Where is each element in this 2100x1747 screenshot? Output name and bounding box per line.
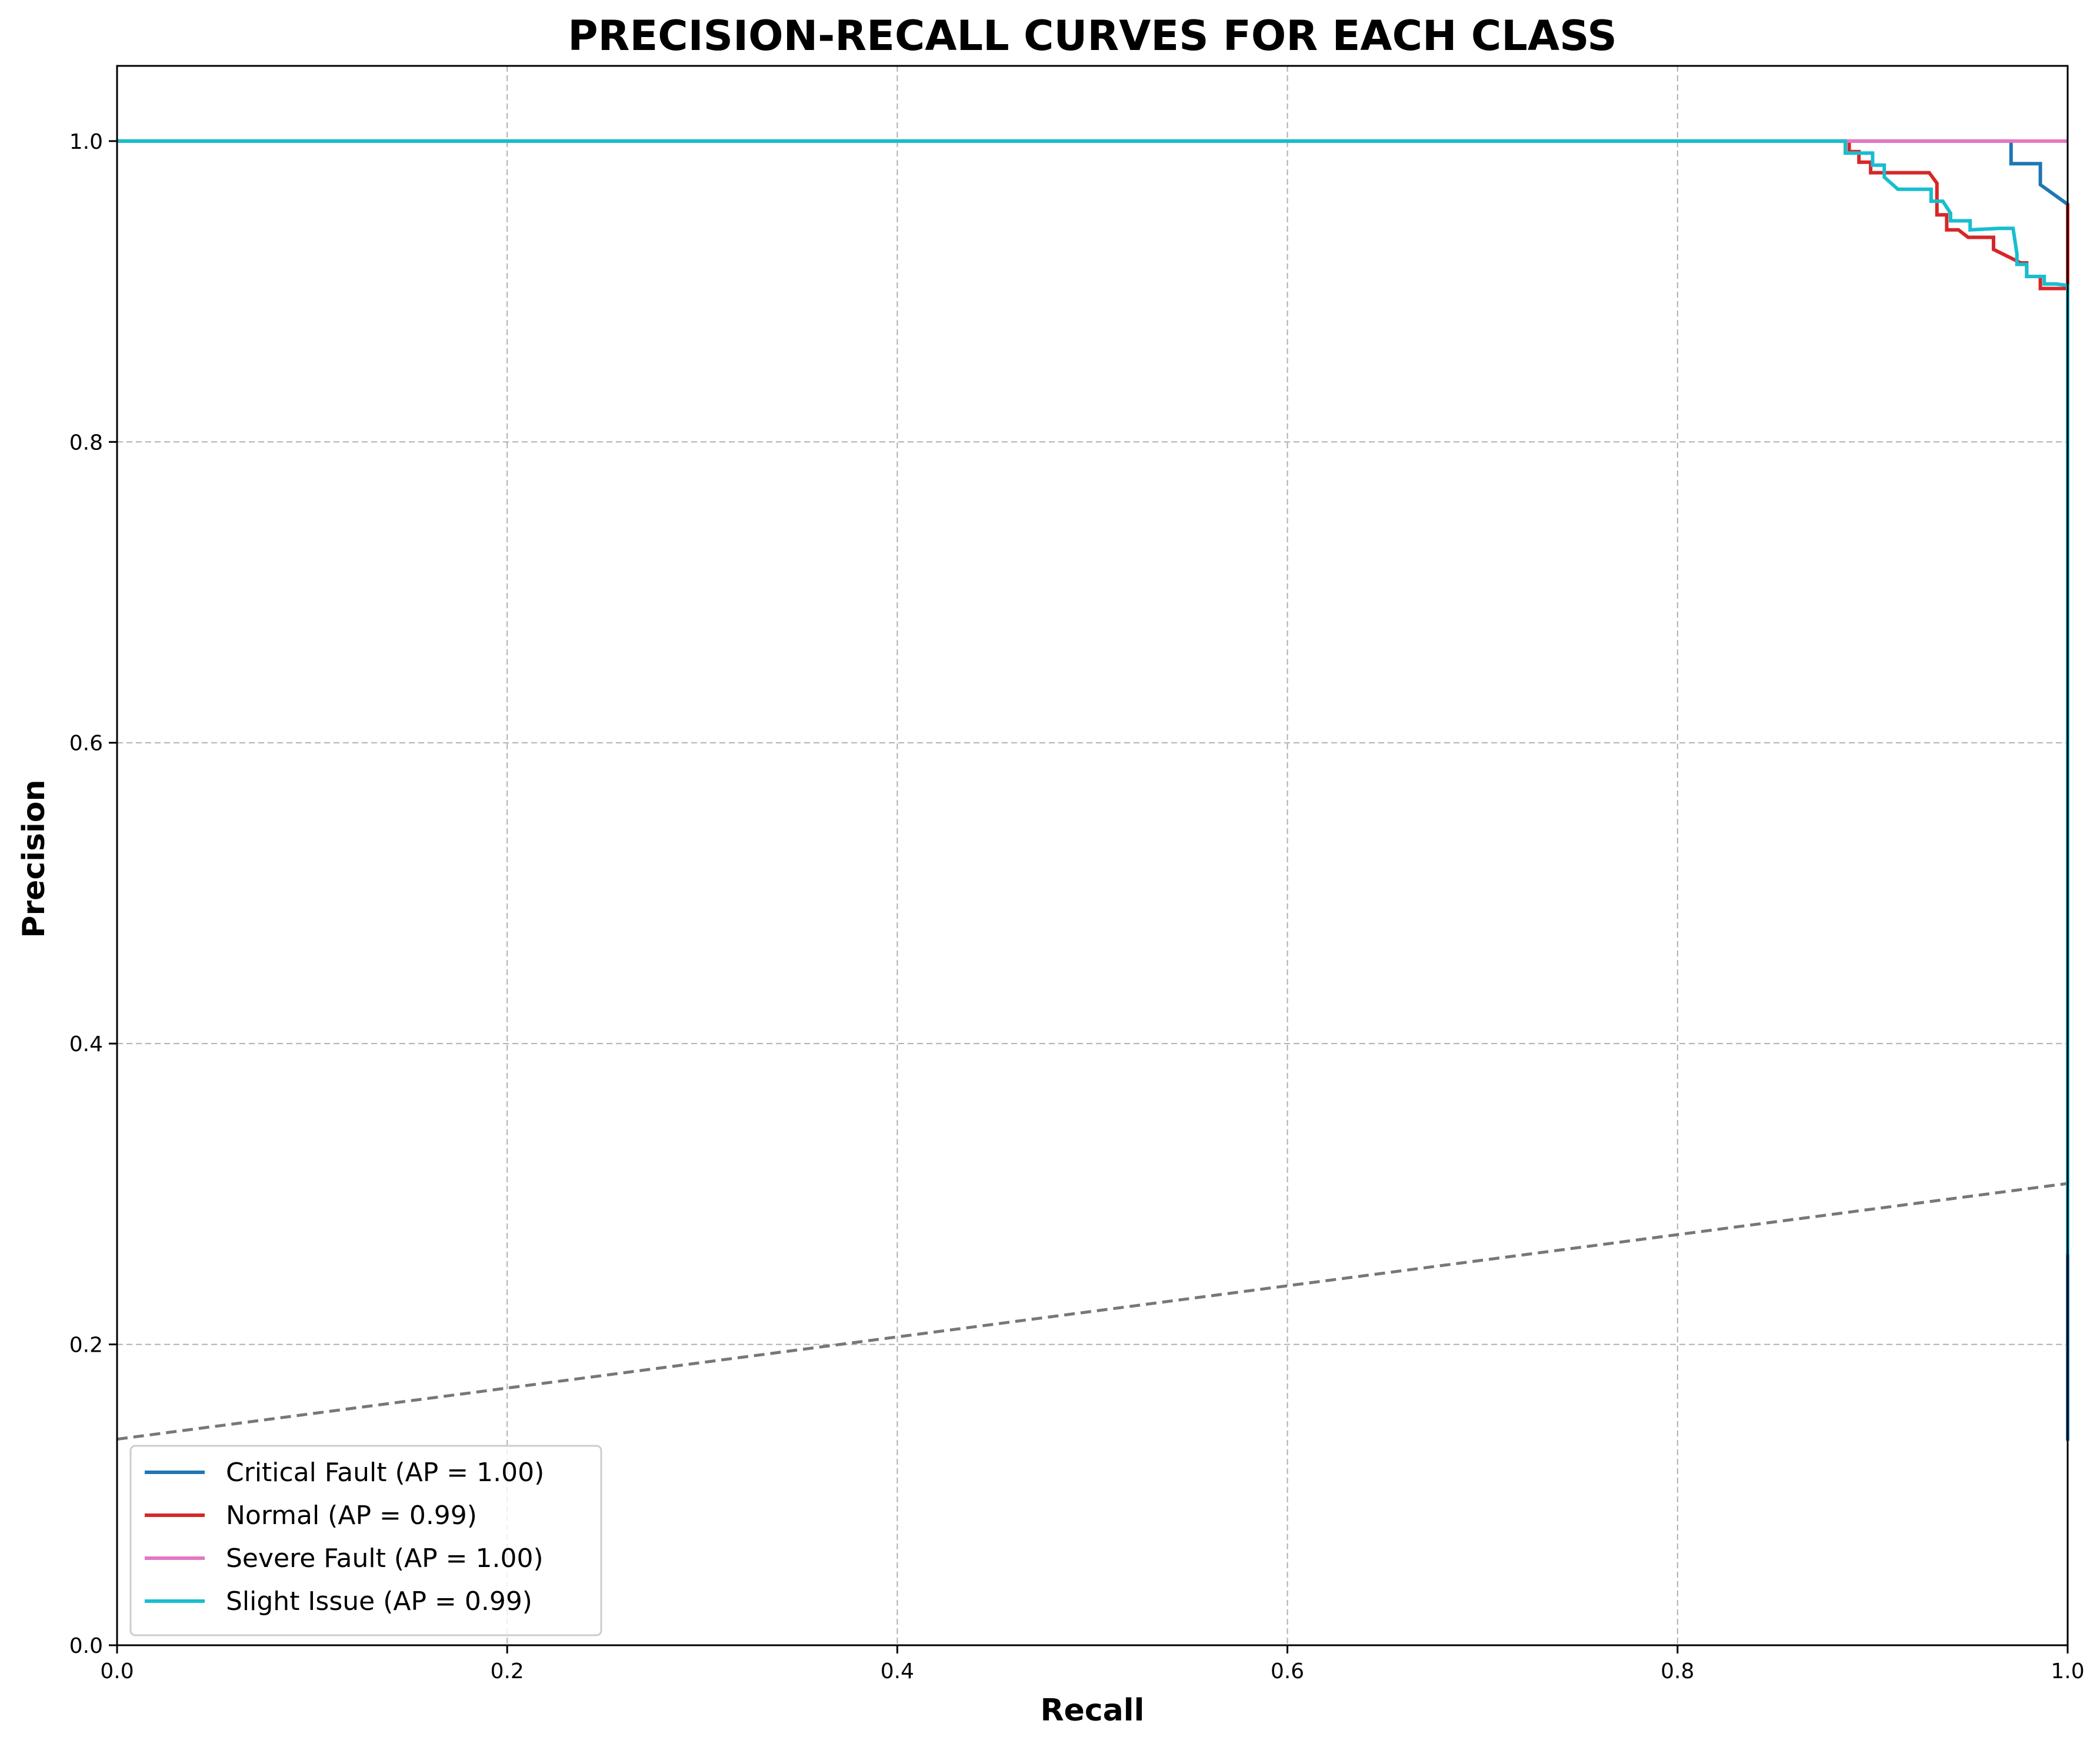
legend: Critical Fault (AP = 1.00) Normal (AP = 0… xyxy=(129,1445,602,1636)
y-axis-label: Precision xyxy=(16,779,52,938)
baseline-line xyxy=(116,1182,2068,1441)
y-tick-label: 1.0 xyxy=(69,130,103,154)
plot-frame xyxy=(116,65,2069,1646)
y-tick-label: 0.6 xyxy=(69,732,103,756)
legend-label: Critical Fault (AP = 1.00) xyxy=(226,1458,544,1488)
x-axis-label: Recall xyxy=(1041,1693,1145,1728)
y-tick-label: 0.4 xyxy=(69,1032,103,1056)
y-tick-label: 0.0 xyxy=(69,1634,103,1658)
legend-box xyxy=(129,1445,602,1636)
x-tick-label: 0.4 xyxy=(881,1659,914,1683)
axis-ticks: 0.0 0.2 0.4 0.6 0.8 1.0 0.0 0.2 0.4 0.6 0.8 1.0 xyxy=(69,130,2085,1683)
legend-label: Normal (AP = 0.99) xyxy=(226,1501,477,1531)
x-tick-label: 1.0 xyxy=(2051,1659,2084,1683)
legend-label: Severe Fault (AP = 1.00) xyxy=(226,1543,544,1573)
x-tick-label: 0.6 xyxy=(1271,1659,1304,1683)
chart-title: PRECISION-RECALL CURVES FOR EACH CLASS xyxy=(568,12,1617,60)
x-tick-label: 0.2 xyxy=(491,1659,524,1683)
series-lines xyxy=(116,139,2069,1441)
series-line-3 xyxy=(117,139,2069,1255)
y-tick-label: 0.8 xyxy=(69,431,103,455)
legend-label: Slight Issue (AP = 0.99) xyxy=(226,1586,532,1616)
y-tick-label: 0.2 xyxy=(69,1333,103,1358)
x-tick-label: 0.0 xyxy=(100,1659,134,1683)
x-tick-label: 0.8 xyxy=(1661,1659,1694,1683)
